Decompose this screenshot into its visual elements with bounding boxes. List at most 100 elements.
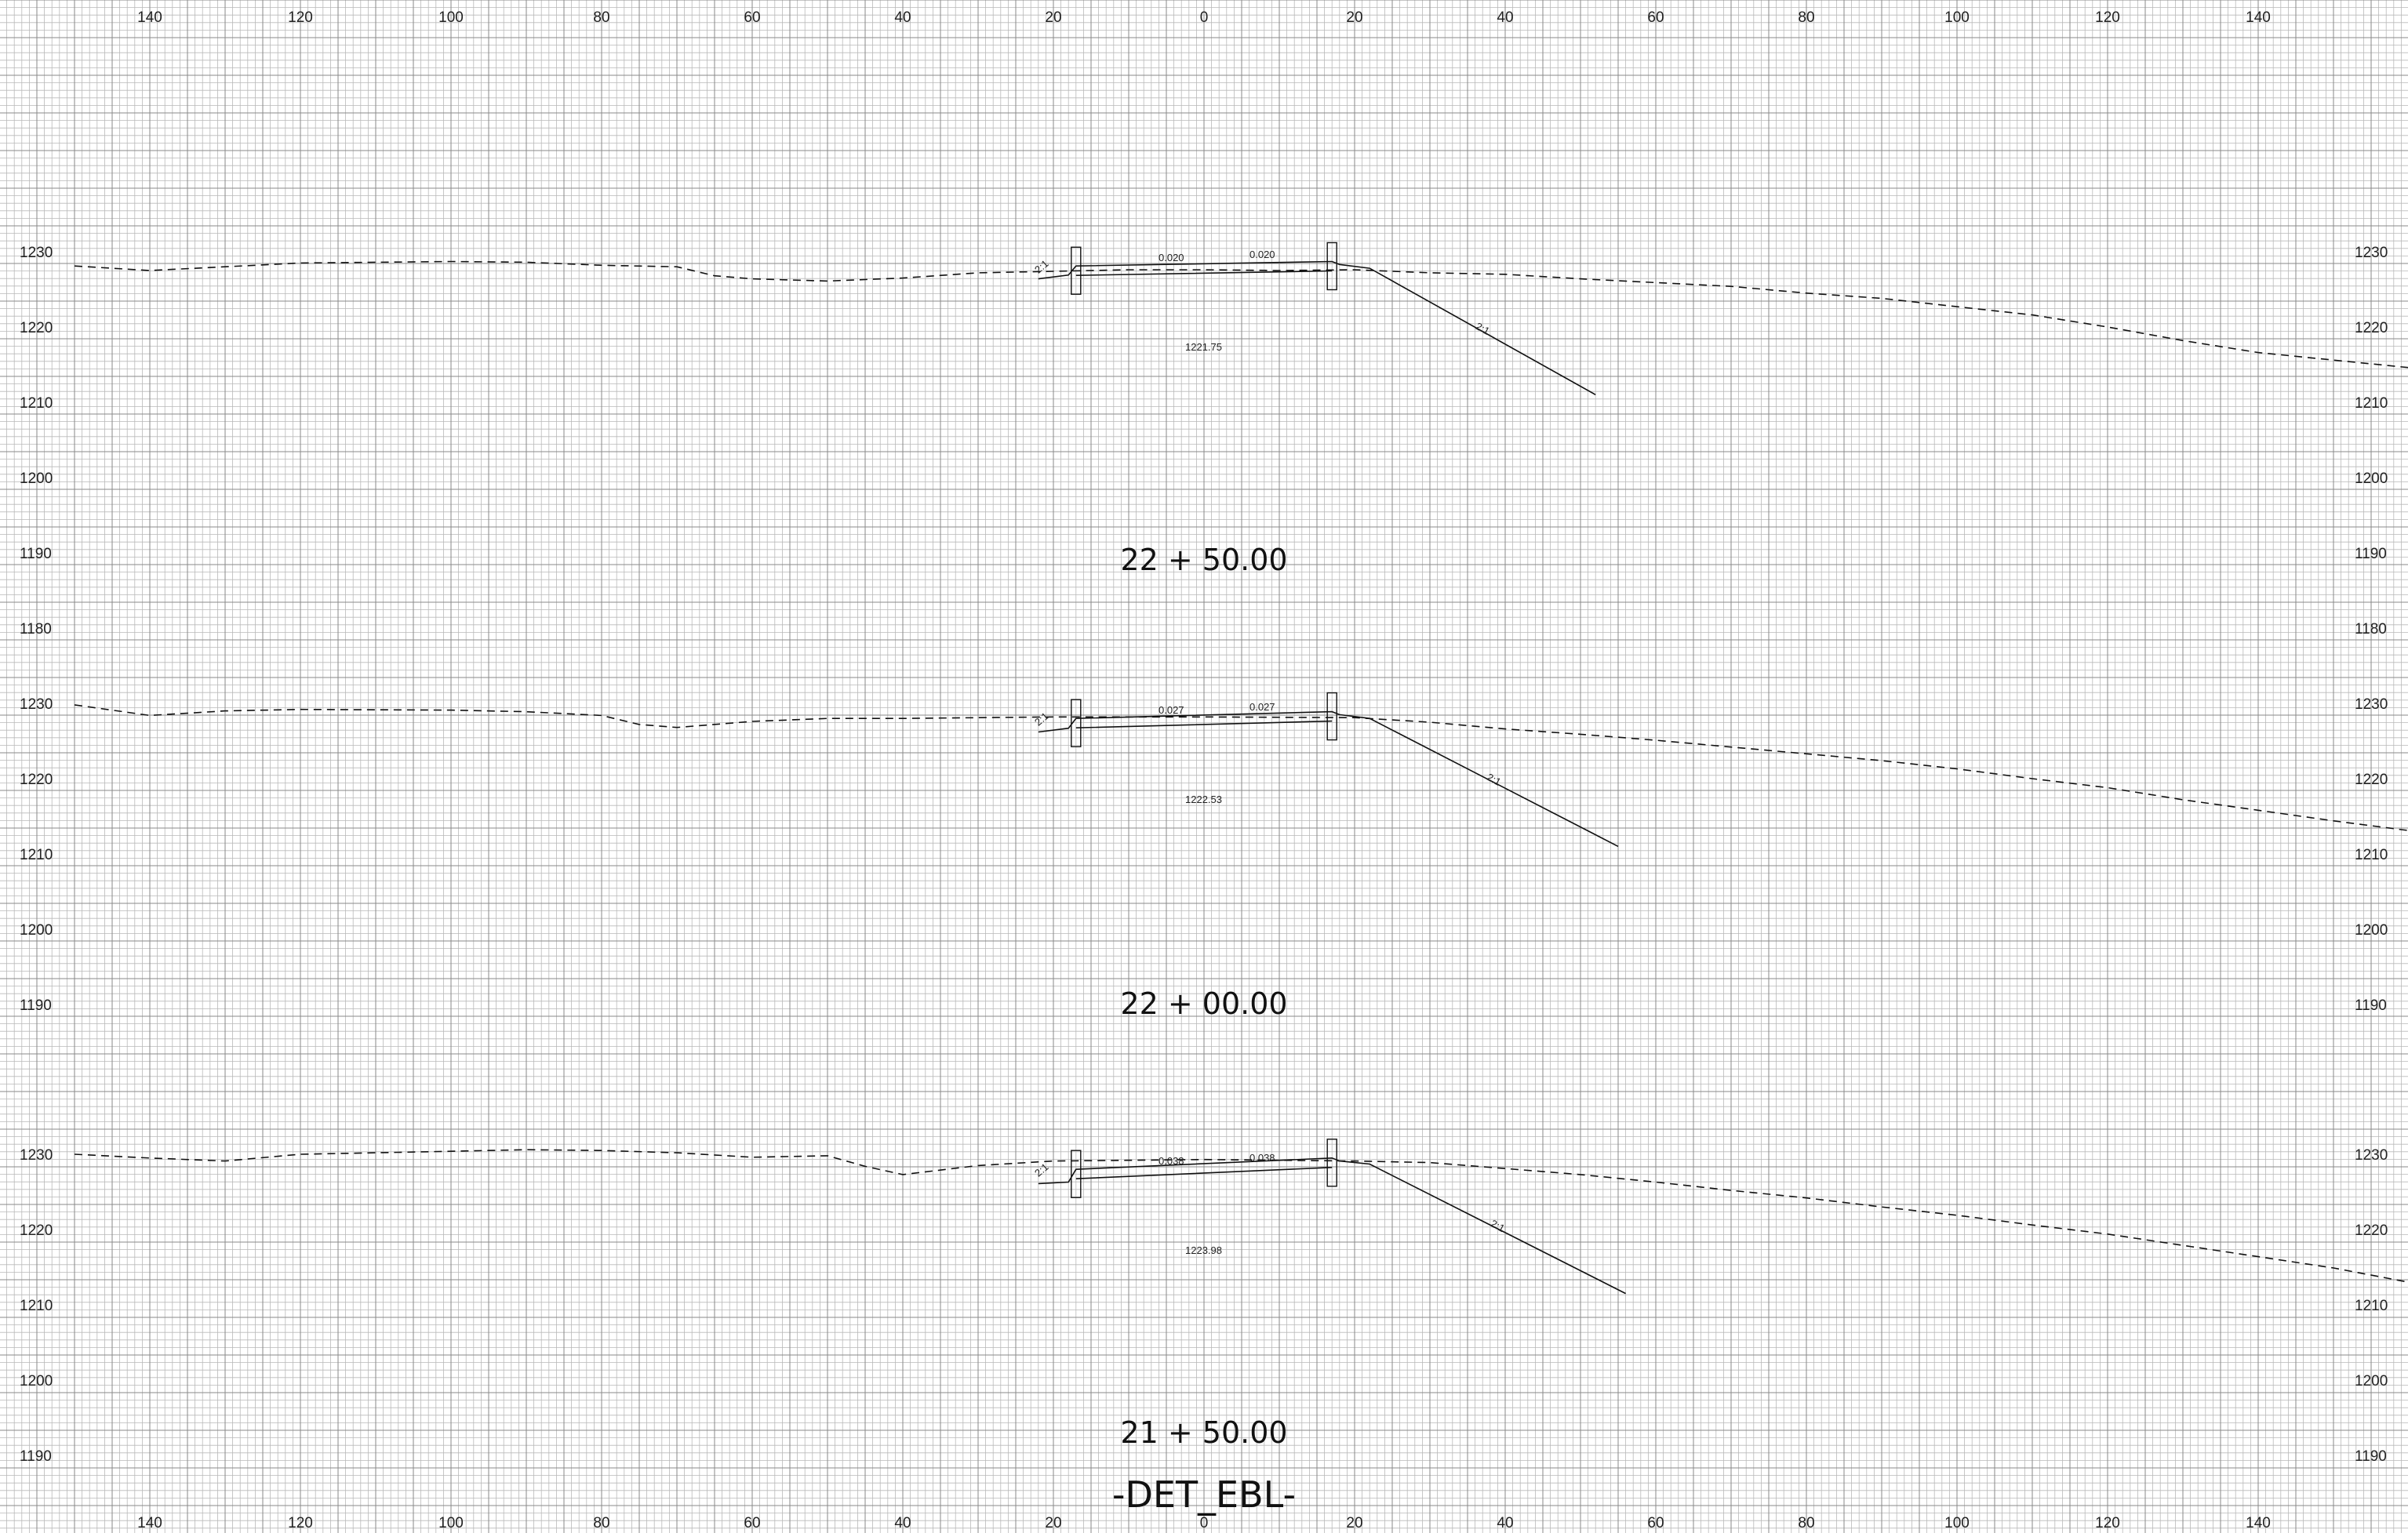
grade-elevation-label: 1222.53: [1185, 794, 1222, 805]
bottom-offset-tick-label: 80: [1798, 1515, 1814, 1531]
elevation-tick-left: 1180: [20, 621, 52, 638]
bottom-offset-tick-label: 140: [2246, 1515, 2271, 1531]
left-curb-marker: [1071, 246, 1082, 295]
top-offset-tick-label: 40: [894, 9, 911, 26]
elevation-tick-right: 1220: [2355, 320, 2388, 336]
elevation-tick-left: 1210: [20, 1298, 53, 1314]
elevation-tick-left: 1210: [20, 395, 53, 412]
elevation-tick-left: 1220: [20, 320, 53, 336]
bottom-offset-tick-label: 60: [1647, 1515, 1664, 1531]
bottom-offset-tick-label: 60: [744, 1515, 760, 1531]
elevation-ticks: 1230 1230 1220 1220 1210 1210 1200 1200 1190 1190: [20, 696, 2388, 1014]
design-template-line: [1038, 710, 1619, 848]
cross-slope-right-label: 0.027: [1249, 701, 1275, 713]
elevation-tick-right: 1230: [2355, 245, 2388, 261]
bottom-offset-tick-label: 120: [288, 1515, 313, 1531]
top-offset-tick-label: 60: [1647, 9, 1664, 26]
elevation-tick-left: 1230: [20, 1147, 53, 1164]
bottom-offset-tick-label: 20: [1045, 1515, 1061, 1531]
elevation-tick-right: 1210: [2355, 847, 2388, 863]
right-curb-marker: [1326, 692, 1337, 741]
existing-ground-line: [74, 1149, 2408, 1283]
design-template-line: [1038, 260, 1596, 396]
slope-right-label: 2:1: [1489, 1217, 1507, 1234]
elevation-tick-right: 1220: [2355, 1222, 2388, 1239]
design-template-line: [1038, 1157, 1626, 1295]
elevation-ticks: 1230 1230 1220 1220 1210 1210 1200 1200 1190 1190: [20, 1147, 2388, 1465]
top-offset-tick-label: 20: [1045, 9, 1061, 26]
top-offset-tick-label: 40: [1497, 9, 1513, 26]
section-2250: 1230 1230 1220 1220 1210 1210 1200 1200 1190 1190…: [20, 242, 2408, 638]
left-curb-marker: [1071, 1150, 1082, 1198]
station-label: 22 + 50.00: [1120, 543, 1287, 577]
bottom-offset-tick-label: 100: [1944, 1515, 1970, 1531]
bottom-offset-tick-label: 80: [593, 1515, 609, 1531]
right-curb-marker: [1326, 1139, 1337, 1187]
elevation-tick-left: 1230: [20, 696, 53, 713]
bottom-offset-tick-label: 40: [1497, 1515, 1513, 1531]
elevation-tick-left: 1220: [20, 1222, 53, 1239]
slope-right-label: 2:1: [1485, 771, 1503, 788]
cross-slope-left-label: 0.027: [1159, 704, 1184, 716]
station-label: 22 + 00.00: [1120, 986, 1287, 1021]
elevation-tick-right: 1220: [2355, 772, 2388, 788]
cross-slope-left-label: 0.020: [1159, 252, 1184, 263]
elevation-tick-right: 1190: [2355, 546, 2387, 562]
bottom-offset-tick-label: 20: [1346, 1515, 1362, 1531]
elevation-tick-right: 1200: [2355, 1373, 2388, 1390]
top-offset-tick-label: 80: [593, 9, 609, 26]
station-label: 21 + 50.00: [1120, 1415, 1287, 1450]
top-offset-tick-label: 0: [1200, 9, 1209, 26]
elevation-tick-right: 1210: [2355, 1298, 2388, 1314]
top-offset-axis: 140 120 100 80 60 40 20 0 20 40 60 80 100 120 140: [137, 9, 2271, 26]
elevation-tick-right: 1200: [2355, 922, 2388, 939]
grade-elevation-label: 1223.98: [1185, 1244, 1222, 1256]
cross-slope-right-label: 0.038: [1249, 1152, 1275, 1164]
top-offset-tick-label: 20: [1346, 9, 1362, 26]
elevation-tick-left: 1200: [20, 1373, 53, 1390]
top-offset-tick-label: 140: [137, 9, 162, 26]
curb-markers: [1071, 692, 1337, 747]
bottom-offset-tick-label: 0: [1200, 1515, 1209, 1531]
top-offset-tick-label: 60: [744, 9, 760, 26]
elevation-tick-right: 1190: [2355, 1448, 2387, 1465]
grade-elevation-label: 1221.75: [1185, 341, 1222, 353]
elevation-tick-left: 1200: [20, 470, 53, 487]
elevation-tick-left: 1190: [20, 546, 52, 562]
bottom-offset-tick-label: 100: [438, 1515, 464, 1531]
top-offset-tick-label: 100: [438, 9, 464, 26]
section-2200: 1230 1230 1220 1220 1210 1210 1200 1200 1190 1190…: [20, 692, 2408, 1021]
section-2150: 1230 1230 1220 1220 1210 1210 1200 1200 1190 1190…: [20, 1139, 2408, 1465]
elevation-tick-left: 1200: [20, 922, 53, 939]
elevation-tick-left: 1230: [20, 245, 53, 261]
elevation-tick-left: 1210: [20, 847, 53, 863]
cross-slope-right-label: 0.020: [1249, 249, 1275, 260]
elevation-ticks: 1230 1230 1220 1220 1210 1210 1200 1200 1190 1190…: [20, 245, 2388, 638]
bottom-offset-tick-label: 140: [137, 1515, 162, 1531]
elevation-tick-left: 1220: [20, 772, 53, 788]
slope-right-label: 2:1: [1474, 320, 1492, 337]
elevation-tick-right: 1190: [2355, 997, 2387, 1014]
elevation-tick-right: 1230: [2355, 696, 2388, 713]
top-offset-tick-label: 100: [1944, 9, 1970, 26]
bottom-offset-tick-label: 120: [2095, 1515, 2120, 1531]
existing-ground-line: [74, 704, 2408, 831]
top-offset-tick-label: 120: [288, 9, 313, 26]
bottom-offset-axis: 140 120 100 80 60 40 20 0 20 40 60 80 100 120 140: [137, 1515, 2271, 1531]
top-offset-tick-label: 140: [2246, 9, 2271, 26]
drawing-title: -DET_EBL-: [1112, 1473, 1296, 1516]
elevation-tick-left: 1190: [20, 997, 52, 1014]
curb-markers: [1071, 242, 1337, 295]
curb-markers: [1071, 1139, 1337, 1198]
elevation-tick-right: 1230: [2355, 1147, 2388, 1164]
cross-slope-left-label: 0.038: [1159, 1155, 1184, 1167]
top-offset-tick-label: 80: [1798, 9, 1814, 26]
elevation-tick-right: 1210: [2355, 395, 2388, 412]
elevation-tick-right: 1180: [2355, 621, 2387, 638]
top-offset-tick-label: 120: [2095, 9, 2120, 26]
elevation-tick-left: 1190: [20, 1448, 52, 1465]
bottom-offset-tick-label: 40: [894, 1515, 911, 1531]
